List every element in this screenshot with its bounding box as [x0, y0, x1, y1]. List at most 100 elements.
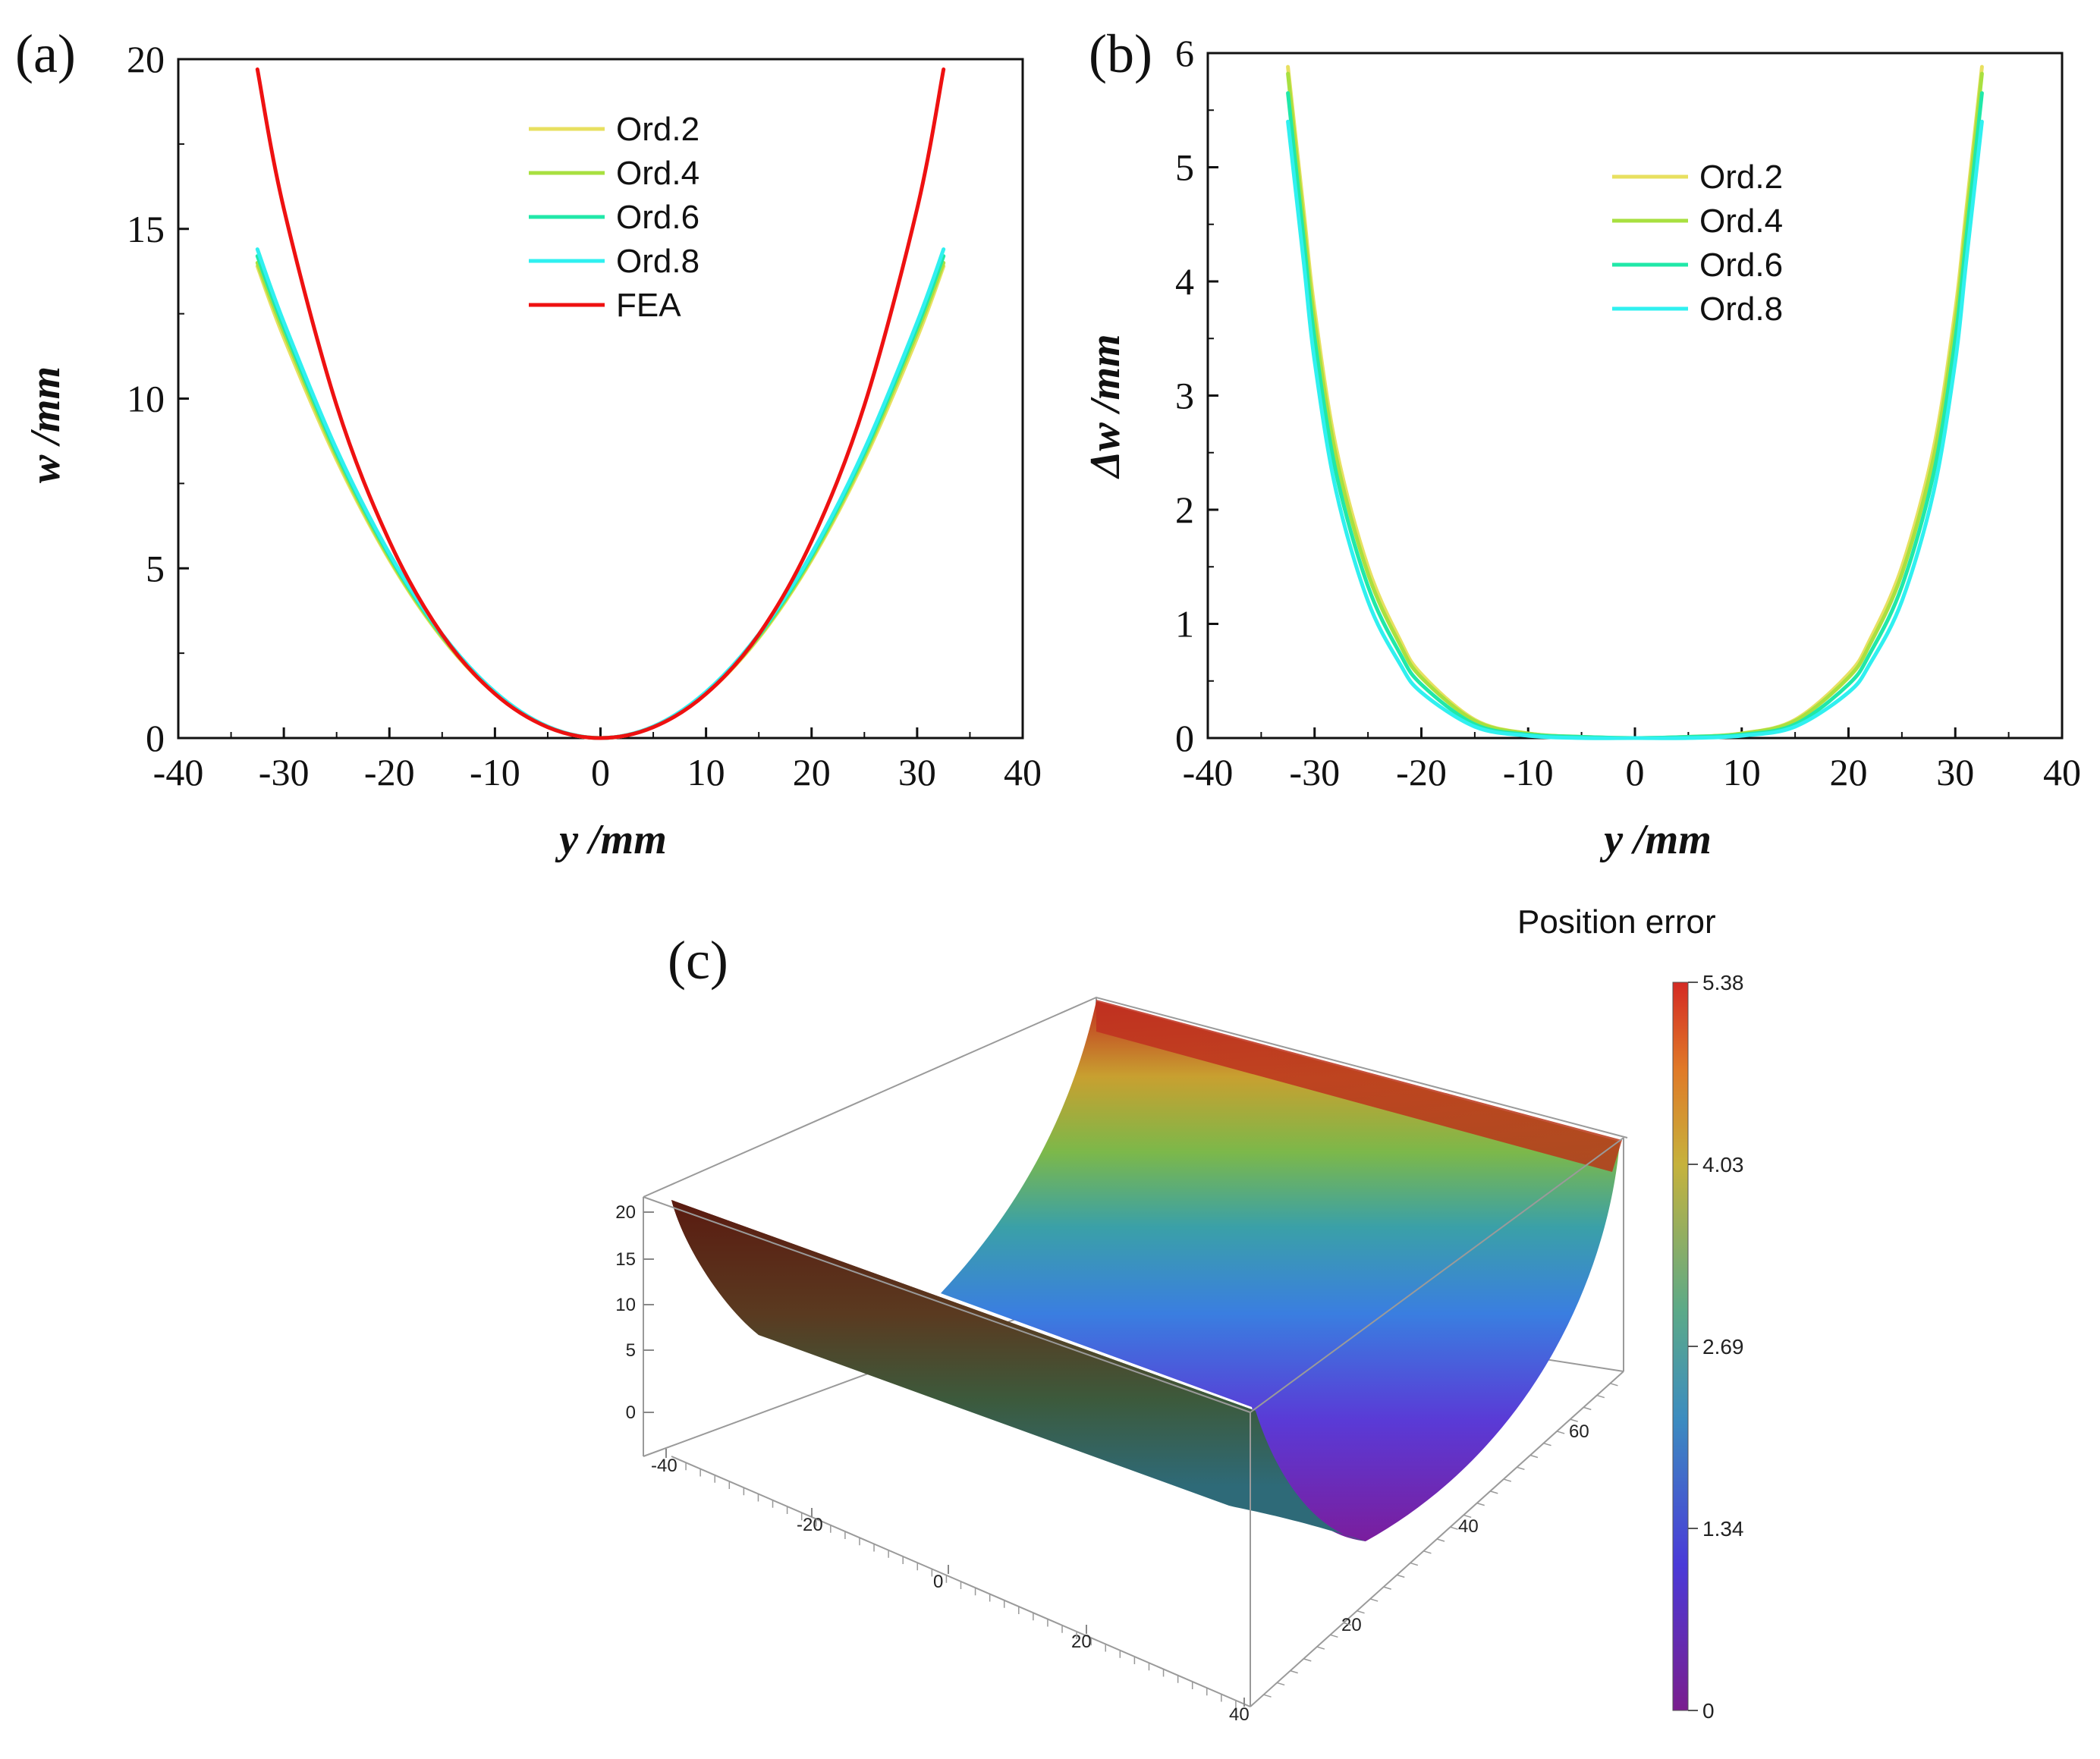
- x-minor-tick: [1316, 1646, 1325, 1650]
- colorbar-title: Position error: [1517, 903, 1716, 941]
- panel-b-ytick-label: 6: [1175, 32, 1194, 74]
- y-tick-label: 20: [1071, 1632, 1092, 1652]
- panel-b-legend-label: Ord.8: [1699, 291, 1783, 328]
- panel-b-legend-label: Ord.2: [1699, 159, 1783, 196]
- x-minor-tick: [1343, 1622, 1352, 1626]
- surface-z-axis: 20 15 10 5 0: [615, 1202, 654, 1423]
- panel-a-legend-label: Ord.2: [616, 111, 699, 148]
- colorbar-tick-label: 2.69: [1702, 1335, 1744, 1359]
- panel-b-xtick-label: 10: [1723, 751, 1761, 793]
- colorbar-tick-label: 5.38: [1702, 971, 1744, 994]
- panel-b-ytick-label: 2: [1175, 488, 1194, 531]
- panel-a-legend-label: FEA: [616, 287, 681, 324]
- z-tick-label: 10: [615, 1295, 636, 1315]
- x-minor-tick: [1276, 1682, 1285, 1686]
- x-minor-tick: [1436, 1538, 1445, 1542]
- x-minor-tick: [1556, 1431, 1565, 1434]
- x-minor-tick: [1570, 1418, 1578, 1422]
- x-tick-label: 40: [1458, 1516, 1479, 1537]
- panel-a-legend-label: Ord.6: [616, 199, 699, 236]
- x-minor-tick: [1476, 1502, 1485, 1506]
- z-tick-label: 20: [615, 1202, 636, 1223]
- x-minor-tick: [1423, 1550, 1432, 1554]
- x-minor-tick: [1357, 1610, 1365, 1614]
- panel-a-xtick-label: 0: [591, 751, 610, 793]
- x-minor-tick: [1543, 1442, 1551, 1446]
- surface-x-axis: 20 40 60: [1263, 1383, 1618, 1698]
- y-tick-label: -40: [651, 1456, 677, 1476]
- surface-top-rim: [1096, 1000, 1622, 1172]
- panel-a-xtick-label: -20: [364, 751, 415, 793]
- panel-a-ytick-label: 0: [146, 717, 165, 759]
- panel-b-xtick-label: -20: [1396, 751, 1447, 793]
- panel-a-xtick-label: 30: [898, 751, 936, 793]
- z-tick-label: 5: [626, 1340, 636, 1361]
- y-tick-label: 0: [933, 1572, 943, 1592]
- panel-b-ytick-label: 0: [1175, 717, 1194, 759]
- x-minor-tick: [1596, 1394, 1605, 1399]
- panel-a-xtick-label: -40: [153, 751, 204, 793]
- panel-b-frame: [1206, 52, 2064, 740]
- panel-b-legend-label: Ord.4: [1699, 203, 1783, 240]
- x-minor-tick: [1517, 1466, 1525, 1471]
- panel-a-xtick-label: -10: [470, 751, 520, 793]
- panel-b-xtick-label: 30: [1936, 751, 1974, 793]
- panel-b-xlabel: y /mm: [1599, 816, 1712, 863]
- panel-a-series-ord-8: [255, 247, 946, 740]
- x-minor-tick: [1529, 1454, 1539, 1459]
- surface-y-axis: -40 -20 0 20 40: [651, 1449, 1250, 1725]
- x-minor-tick: [1290, 1669, 1298, 1674]
- z-tick-label: 15: [615, 1249, 636, 1270]
- x-minor-tick: [1490, 1490, 1498, 1494]
- panel-a-ytick-label: 15: [127, 208, 165, 250]
- panel-a-xtick-label: 20: [793, 751, 831, 793]
- panel-b-series-ord-6: [1286, 91, 1984, 740]
- x-minor-tick: [1583, 1406, 1592, 1411]
- panel-b-plot: -40 -30 -20 -10 0 10 20 30 40 0 1 2 3 4 5 6 y /mm Δw /mm O…: [1082, 32, 2081, 863]
- y-tick-label: -20: [797, 1515, 823, 1535]
- z-tick-label: 0: [626, 1402, 636, 1423]
- colorbar-tick-label: 0: [1702, 1699, 1715, 1723]
- x-minor-tick: [1330, 1634, 1338, 1638]
- x-minor-tick: [1303, 1658, 1312, 1662]
- colorbar-ticks: 5.38 4.03 2.69 1.34 0: [1688, 971, 1744, 1723]
- surface-inner-face: [941, 1001, 1620, 1541]
- panel-a-ylabel: w /mm: [22, 366, 69, 483]
- panel-a-series-fea: [255, 67, 946, 740]
- colorbar-tick-label: 4.03: [1702, 1153, 1744, 1176]
- panel-a-ytick-label: 20: [127, 38, 165, 80]
- panel-a: (a) -40 -30 -20 -10 0 10 20 30 40 0 5 10 15 20 y /mm w …: [15, 24, 1042, 863]
- x-minor-tick: [1383, 1586, 1391, 1590]
- panel-b: (b) -40 -30 -20 -10 0 10 20 30 40 0 1 2 3 4 5 6 y /mm Δw …: [1082, 24, 2081, 863]
- x-minor-tick: [1610, 1383, 1618, 1387]
- colorbar-tick-label: 1.34: [1702, 1517, 1744, 1541]
- panel-b-xtick-label: -10: [1503, 751, 1554, 793]
- x-minor-tick: [1263, 1694, 1272, 1698]
- panel-b-legend-label: Ord.6: [1699, 247, 1783, 284]
- panel-b-label: (b): [1089, 24, 1152, 84]
- panel-b-xtick-label: -40: [1183, 751, 1234, 793]
- panel-c: (c) 20 15 10 5 0 -40 -20 0 20 40 20 40 60: [615, 903, 1743, 1725]
- panel-a-label: (a): [15, 24, 76, 84]
- panel-b-ytick-label: 5: [1175, 146, 1194, 189]
- x-minor-tick: [1503, 1478, 1512, 1482]
- panel-b-series-ord-8: [1286, 119, 1984, 740]
- panel-b-xtick-label: 40: [2043, 751, 2081, 793]
- panel-a-ytick-label: 5: [146, 547, 165, 589]
- x-minor-tick: [1450, 1526, 1458, 1530]
- panel-b-ytick-label: 1: [1175, 603, 1194, 645]
- surface-outer-shade: [671, 1200, 1256, 1502]
- panel-b-ytick-label: 3: [1175, 375, 1194, 417]
- panel-a-legend-label: Ord.8: [616, 243, 699, 280]
- x-minor-tick: [1410, 1562, 1419, 1566]
- x-minor-tick: [1369, 1598, 1379, 1602]
- panel-a-ytick-label: 10: [127, 378, 165, 420]
- panel-a-xtick-label: -30: [259, 751, 310, 793]
- panel-b-xtick-label: 20: [1830, 751, 1868, 793]
- panel-a-xtick-label: 10: [687, 751, 725, 793]
- panel-b-xtick-label: -30: [1289, 751, 1340, 793]
- panel-a-legend-label: Ord.4: [616, 155, 699, 192]
- panel-a-plot: -40 -30 -20 -10 0 10 20 30 40 0 5 10 15 20 y /mm w /mm O…: [22, 38, 1042, 863]
- colorbar: [1672, 982, 1689, 1711]
